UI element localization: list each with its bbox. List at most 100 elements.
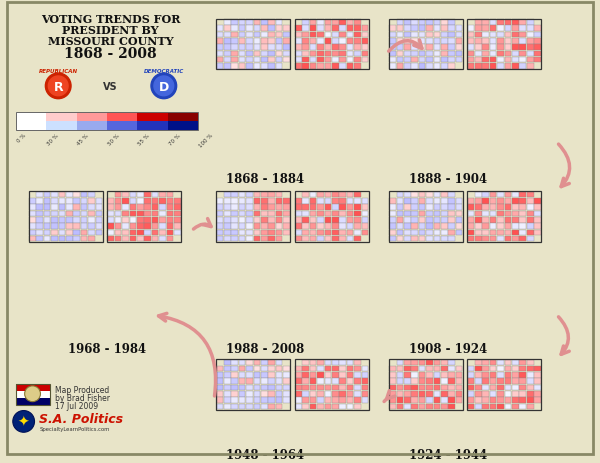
Bar <box>362 224 368 229</box>
Bar <box>239 26 245 32</box>
Bar <box>268 385 275 390</box>
Bar <box>520 45 526 50</box>
Bar <box>332 51 338 57</box>
Bar <box>389 39 396 44</box>
Bar <box>295 51 302 57</box>
Bar <box>527 379 533 384</box>
Bar <box>412 366 418 372</box>
Bar <box>505 26 511 32</box>
Text: 30 %: 30 % <box>46 133 59 146</box>
Bar <box>167 199 173 204</box>
Bar <box>283 199 290 204</box>
Bar <box>159 224 166 229</box>
Bar <box>295 398 302 403</box>
Bar <box>434 193 440 198</box>
Bar <box>448 64 455 69</box>
Bar <box>467 211 474 217</box>
Bar <box>362 391 368 397</box>
Bar <box>490 33 496 38</box>
Bar <box>512 379 519 384</box>
Bar <box>505 218 511 223</box>
Bar <box>512 193 519 198</box>
Bar <box>527 391 533 397</box>
Bar <box>246 199 253 204</box>
Bar <box>246 230 253 236</box>
Bar <box>434 360 440 365</box>
Bar <box>475 404 482 409</box>
Bar <box>456 58 463 63</box>
Bar <box>239 64 245 69</box>
Bar <box>276 58 283 63</box>
Bar <box>95 218 102 223</box>
Bar <box>254 45 260 50</box>
Bar <box>283 26 290 32</box>
Bar <box>232 45 238 50</box>
Bar <box>232 205 238 211</box>
Bar <box>325 379 331 384</box>
Bar <box>137 224 143 229</box>
Bar <box>426 20 433 25</box>
Bar <box>232 385 238 390</box>
Text: 100 %: 100 % <box>199 133 214 149</box>
Bar <box>456 372 463 378</box>
Bar <box>332 26 338 32</box>
Bar <box>283 366 290 372</box>
Bar <box>325 199 331 204</box>
Bar <box>490 199 496 204</box>
Bar <box>137 199 143 204</box>
Bar <box>246 205 253 211</box>
Bar <box>347 224 353 229</box>
Bar <box>441 237 448 242</box>
Bar <box>73 199 80 204</box>
Bar <box>276 218 283 223</box>
Bar <box>332 199 338 204</box>
Bar <box>475 366 482 372</box>
Bar <box>362 39 368 44</box>
Bar <box>88 193 95 198</box>
Bar <box>217 391 223 397</box>
Bar <box>325 230 331 236</box>
Bar <box>317 45 324 50</box>
Bar <box>512 20 519 25</box>
Bar <box>520 20 526 25</box>
Bar <box>174 230 181 236</box>
Text: 1988 - 2008: 1988 - 2008 <box>226 343 305 356</box>
Bar <box>295 64 302 69</box>
Bar <box>490 404 496 409</box>
Bar <box>434 211 440 217</box>
Bar <box>295 33 302 38</box>
Bar <box>441 230 448 236</box>
Bar <box>426 372 433 378</box>
Bar <box>448 58 455 63</box>
Bar <box>107 205 114 211</box>
Bar <box>397 237 403 242</box>
Bar <box>37 199 43 204</box>
Bar <box>467 33 474 38</box>
Bar <box>246 237 253 242</box>
Bar <box>419 385 425 390</box>
Bar <box>404 366 410 372</box>
Bar <box>434 379 440 384</box>
Bar <box>107 122 137 131</box>
Bar <box>232 404 238 409</box>
Bar <box>317 20 324 25</box>
Bar <box>246 404 253 409</box>
Bar <box>174 199 181 204</box>
Bar <box>475 237 482 242</box>
Bar <box>354 64 361 69</box>
Bar <box>317 211 324 217</box>
Bar <box>261 230 268 236</box>
Bar <box>232 64 238 69</box>
Bar <box>254 379 260 384</box>
Bar <box>239 391 245 397</box>
Bar <box>317 205 324 211</box>
Bar <box>317 224 324 229</box>
Bar <box>426 58 433 63</box>
Bar <box>59 211 65 217</box>
Bar <box>122 237 129 242</box>
Text: 45 %: 45 % <box>77 133 90 146</box>
Bar <box>73 230 80 236</box>
Circle shape <box>154 77 173 96</box>
Bar <box>397 366 403 372</box>
Bar <box>527 398 533 403</box>
